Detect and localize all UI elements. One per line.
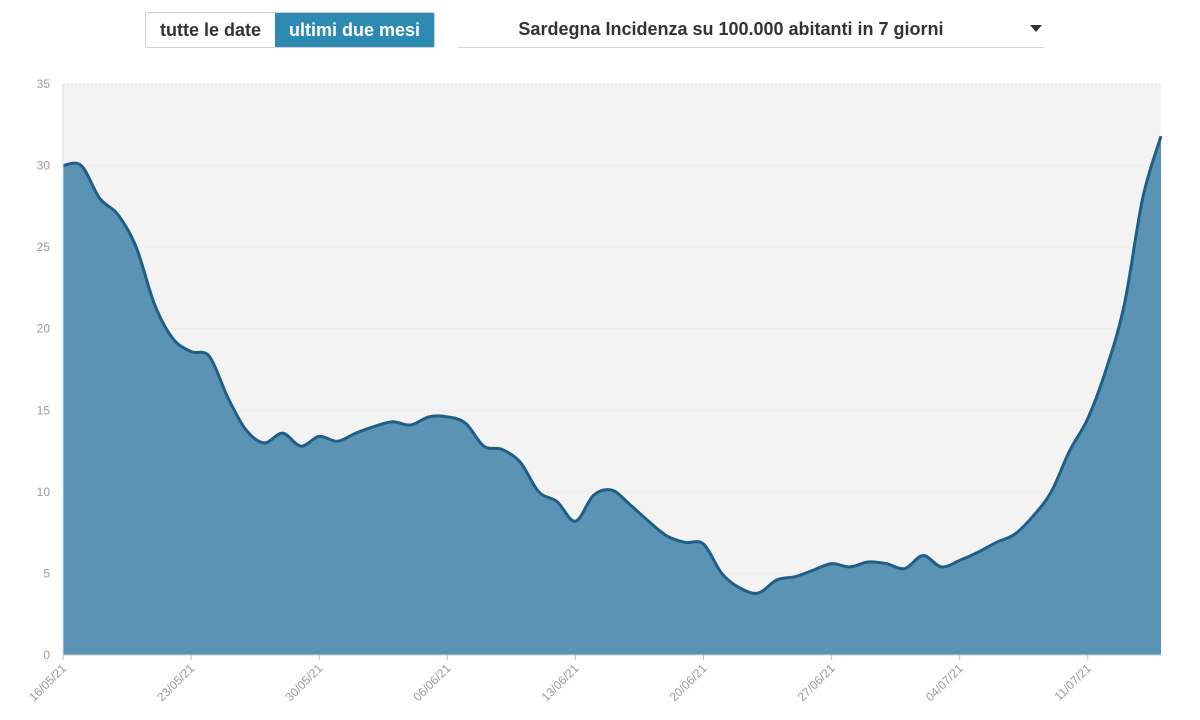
incidence-area <box>63 136 1161 656</box>
x-tick-label: 04/07/21 <box>923 661 966 704</box>
y-tick-label: 10 <box>37 485 51 499</box>
x-tick-label: 06/06/21 <box>410 661 453 704</box>
toggle-last-two-months-button[interactable]: ultimi due mesi <box>275 13 435 47</box>
y-tick-label: 35 <box>37 77 51 91</box>
toggle-all-dates-button[interactable]: tutte le date <box>146 13 276 47</box>
x-tick-label: 13/06/21 <box>539 661 582 704</box>
x-tick-label: 16/05/21 <box>26 661 69 704</box>
date-range-toggle: tutte le date ultimi due mesi <box>145 12 436 48</box>
y-tick-label: 5 <box>43 566 50 580</box>
x-tick-label: 30/05/21 <box>282 661 325 704</box>
x-tick-label: 27/06/21 <box>795 661 838 704</box>
x-tick-label: 23/05/21 <box>154 661 197 704</box>
incidence-line <box>62 135 1163 595</box>
y-tick-label: 0 <box>43 648 50 662</box>
x-tick-label: 11/07/21 <box>1052 661 1095 704</box>
dropdown-selected-label: Sardegna Incidenza su 100.000 abitanti i… <box>518 19 944 39</box>
chevron-down-icon <box>1030 25 1042 32</box>
y-tick-label: 15 <box>37 403 51 417</box>
region-metric-dropdown[interactable]: Sardegna Incidenza su 100.000 abitanti i… <box>458 12 1044 48</box>
y-tick-label: 30 <box>37 159 51 173</box>
y-tick-label: 25 <box>37 240 51 254</box>
y-tick-label: 20 <box>37 322 51 336</box>
x-tick-label: 20/06/21 <box>667 661 710 704</box>
